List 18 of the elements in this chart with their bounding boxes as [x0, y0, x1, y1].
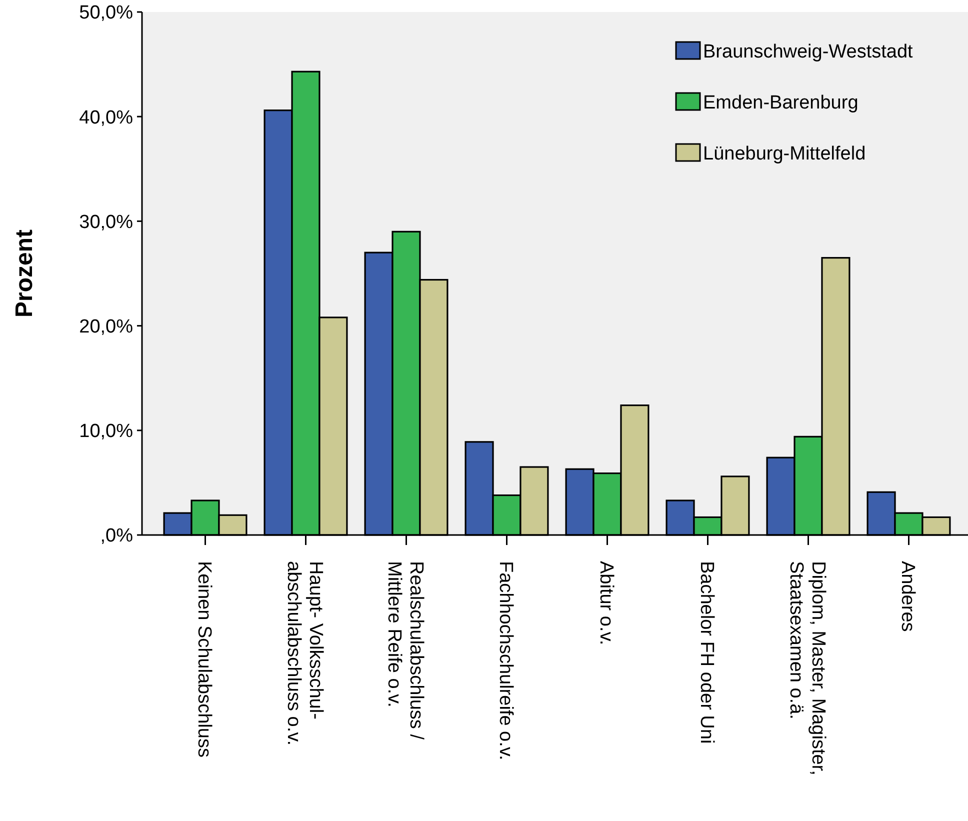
x-tick-label: Keinen Schulabschluss [194, 561, 215, 758]
x-tick-label: Abitur o.v. [596, 561, 617, 646]
x-tick-label: Realschulabschluss / Mittlere Reife o.v. [384, 561, 427, 740]
y-tick-label: 10,0% [79, 421, 134, 442]
x-tick-label: Bachelor FH oder Uni [696, 561, 718, 744]
y-tick-label: 20,0% [79, 316, 134, 338]
y-tick-label: ,0% [100, 526, 134, 547]
y-tick-label: 50,0% [79, 2, 134, 24]
x-tick-label: Diplom, Master, Magister, Staatsexamen o.ä. [786, 561, 829, 776]
x-tick-label: Anderes [897, 561, 918, 632]
y-axis-title: Prozent [11, 229, 38, 318]
x-tick-label: Fachhochschulreife o.v. [495, 561, 516, 760]
legend-label: Emden-Barenburg [703, 92, 858, 114]
legend-label: Braunschweig-Weststadt [703, 42, 914, 63]
y-tick-label: 40,0% [79, 107, 134, 128]
legend-label: Lüneburg-Mittelfeld [703, 144, 866, 165]
y-tick-label: 30,0% [79, 212, 134, 233]
x-tick-label: Haupt- Volksschul- abschulabschluss o.v. [283, 561, 326, 746]
